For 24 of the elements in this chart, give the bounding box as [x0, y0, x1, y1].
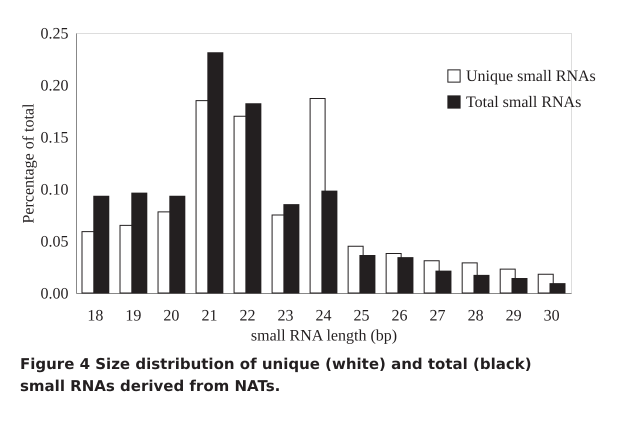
x-tick-label: 19	[125, 308, 142, 324]
x-tick-label: 21	[201, 308, 218, 324]
y-axis-title: Percentage of total	[20, 102, 38, 224]
legend-label: Total small RNAs	[466, 94, 582, 111]
legend-label: Unique small RNAs	[466, 68, 596, 85]
x-tick-label: 26	[392, 308, 408, 324]
x-axis-title: small RNA length (bp)	[250, 328, 398, 344]
y-tick-label: 0.25	[40, 26, 68, 42]
x-tick-label: 25	[354, 308, 370, 324]
y-tick-label: 0.20	[40, 78, 68, 94]
x-tick-label: 28	[468, 308, 484, 324]
y-tick-label: 0.00	[40, 286, 68, 302]
y-tick-label: 0.05	[40, 234, 68, 250]
x-tick-label: 20	[163, 308, 180, 324]
x-tick-label: 27	[430, 308, 446, 324]
x-tick-label: 22	[239, 308, 256, 324]
y-tick-label: 0.15	[40, 130, 68, 146]
x-tick-label: 30	[544, 308, 560, 324]
x-tick-label: 29	[506, 308, 522, 324]
x-tick-label: 24	[316, 308, 332, 324]
y-tick-label: 0.10	[40, 182, 68, 198]
caption: Figure 4 Size distribution of unique (white) and total (black) small RNAs derived from NATs.	[20, 355, 532, 395]
x-tick-label: 18	[87, 308, 104, 324]
x-tick-label: 23	[277, 308, 294, 324]
